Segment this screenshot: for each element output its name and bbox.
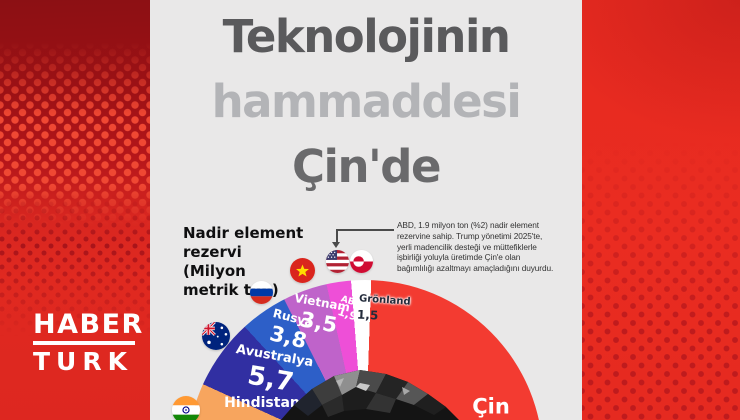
halftone-dots-dark-right <box>582 0 740 420</box>
australia-flag-icon <box>202 322 230 350</box>
title-line-3: Çin'de <box>292 140 442 193</box>
us-flag-icon <box>326 250 349 273</box>
right-red-band <box>582 0 740 420</box>
slice-label-cin: Çin <box>472 394 510 419</box>
left-red-band: HABER TURK <box>0 0 150 420</box>
down-arrow-connector-icon <box>332 242 340 248</box>
black-mineral-rock-image <box>280 370 459 420</box>
greenland-flag-icon <box>350 250 373 273</box>
logo-text-turk: TURK <box>33 346 133 376</box>
india-flag-icon <box>172 396 200 420</box>
logo-divider <box>33 341 135 345</box>
logo-text-haber: HABER <box>33 309 144 340</box>
vietnam-flag-icon <box>290 258 315 283</box>
slice-label-hindistan: Hindistan <box>224 396 300 410</box>
annotation-connector-line <box>336 229 338 242</box>
russia-flag-icon <box>250 281 273 304</box>
slice-name: Çin <box>472 394 510 419</box>
page-title: Teknolojinin hammaddesi Çin'de <box>150 4 582 199</box>
infographic-panel: Teknolojinin hammaddesi Çin'de Nadir ele… <box>150 0 582 420</box>
abd-annotation-text: ABD, 1.9 milyon ton (%2) nadir element r… <box>397 220 554 274</box>
annotation-connector-line <box>337 229 394 231</box>
title-line-2: hammaddesi <box>211 75 522 128</box>
title-line-1: Teknolojinin <box>222 10 511 63</box>
chart-title-label: Nadir element rezervi (Milyon metrik ton… <box>183 224 304 299</box>
haberturk-logo: HABER TURK <box>33 311 144 374</box>
slice-value-gronland: 1,5 <box>356 307 379 323</box>
slice-name: Hindistan <box>224 395 300 411</box>
